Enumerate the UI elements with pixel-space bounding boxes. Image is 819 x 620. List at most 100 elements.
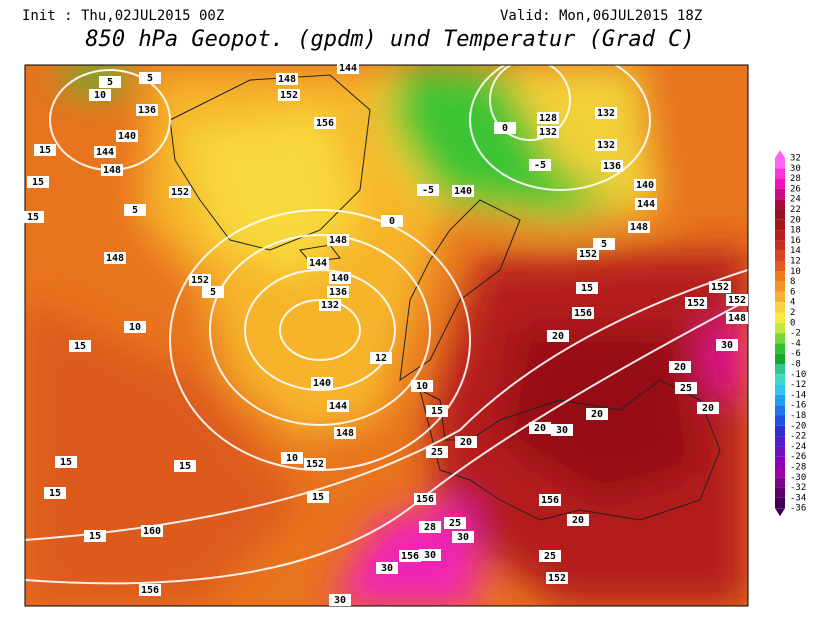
- colorbar-swatch: [775, 374, 785, 385]
- label-bg: [89, 89, 111, 101]
- colorbar-swatch: [775, 250, 785, 261]
- contour-label: 25: [449, 518, 461, 529]
- contour-label: 15: [39, 145, 51, 156]
- colorbar-swatch: [775, 405, 785, 416]
- colorbar-swatch: [775, 188, 785, 200]
- contour-label: 5: [147, 73, 153, 84]
- label-bg: [697, 402, 719, 414]
- colorbar-label: -26: [790, 452, 806, 462]
- contour-label: 20: [702, 403, 714, 414]
- colorbar-label: -24: [790, 442, 806, 452]
- label-bg: [635, 198, 657, 210]
- label-bg: [539, 494, 561, 506]
- label-bg: [595, 139, 617, 151]
- contour-label: 144: [637, 199, 655, 210]
- label-bg: [381, 215, 403, 227]
- contour-label: 30: [381, 563, 393, 574]
- contour-label: 156: [416, 494, 434, 505]
- label-bg: [539, 550, 561, 562]
- colorbar-swatch: [775, 456, 785, 467]
- colorbar-tip-bottom: [775, 508, 785, 517]
- colorbar-swatch: [775, 178, 785, 189]
- label-bg: [537, 112, 559, 124]
- colorbar-swatch: [775, 394, 785, 406]
- contour-label: 156: [316, 118, 334, 129]
- label-bg: [726, 312, 748, 324]
- colorbar-label: -22: [790, 432, 806, 442]
- label-bg: [414, 493, 436, 505]
- contour-label: 10: [94, 90, 106, 101]
- label-bg: [572, 307, 594, 319]
- colorbar-swatch: [775, 467, 785, 478]
- contour-label: 15: [179, 461, 191, 472]
- contour-label: 136: [138, 105, 156, 116]
- label-bg: [494, 122, 516, 134]
- contour-label: 0: [502, 123, 508, 134]
- label-bg: [716, 339, 738, 351]
- contour-label: 28: [424, 522, 436, 533]
- label-bg: [452, 185, 474, 197]
- contour-label: 20: [552, 331, 564, 342]
- colorbar-label: 16: [790, 236, 801, 246]
- contour-label: 140: [331, 273, 349, 284]
- contour-label: 152: [171, 187, 189, 198]
- contour-label: 15: [89, 531, 101, 542]
- colorbar-label: -28: [790, 463, 806, 473]
- label-bg: [426, 446, 448, 458]
- colorbar-swatch: [775, 322, 785, 334]
- contour-label: 128: [539, 113, 557, 124]
- contour-label: 152: [280, 90, 298, 101]
- label-bg: [586, 408, 608, 420]
- label-bg: [99, 76, 121, 88]
- contour-label: 15: [60, 457, 72, 468]
- label-bg: [529, 159, 551, 171]
- colorbar-swatch: [775, 302, 785, 313]
- contour-label: 15: [431, 406, 443, 417]
- label-bg: [452, 531, 474, 543]
- colorbar-label: 12: [790, 257, 801, 267]
- label-bg: [444, 517, 466, 529]
- colorbar-swatch: [775, 425, 785, 437]
- label-bg: [44, 487, 66, 499]
- contour-label: 148: [106, 253, 124, 264]
- contour-label: 10: [416, 381, 428, 392]
- colorbar-label: -20: [790, 421, 806, 431]
- contour-label: 144: [309, 258, 327, 269]
- label-bg: [202, 286, 224, 298]
- contour-label: 0: [389, 216, 395, 227]
- colorbar-swatch: [775, 333, 785, 344]
- colorbar-label: -34: [790, 493, 806, 503]
- colorbar-swatch: [775, 240, 785, 251]
- label-bg: [329, 272, 351, 284]
- label-bg: [101, 164, 123, 176]
- contour-label: 30: [424, 550, 436, 561]
- colorbar-label: 24: [790, 195, 801, 205]
- label-bg: [319, 299, 341, 311]
- label-bg: [69, 340, 91, 352]
- label-bg: [709, 281, 731, 293]
- contour-label: 136: [603, 161, 621, 172]
- label-bg: [576, 282, 598, 294]
- map-frame: [24, 64, 749, 607]
- contour-label: 132: [539, 127, 557, 138]
- contour-label: 140: [454, 186, 472, 197]
- colorbar-tip-top: [775, 150, 785, 158]
- label-bg: [327, 400, 349, 412]
- colorbar-swatch: [775, 415, 785, 426]
- colorbar-label: 0: [790, 318, 795, 328]
- contour-label: 140: [636, 180, 654, 191]
- colorbar-swatch: [775, 168, 785, 179]
- label-bg: [307, 491, 329, 503]
- label-bg: [139, 584, 161, 596]
- label-bg: [136, 104, 158, 116]
- label-bg: [551, 424, 573, 436]
- colorbar-swatch: [775, 487, 785, 498]
- label-bg: [726, 294, 748, 306]
- label-bg: [141, 525, 163, 537]
- colorbar-swatch: [775, 436, 785, 447]
- label-bg: [376, 562, 398, 574]
- label-bg: [281, 452, 303, 464]
- colorbar-swatch: [775, 158, 785, 169]
- label-bg: [634, 179, 656, 191]
- contour-label: 15: [32, 177, 44, 188]
